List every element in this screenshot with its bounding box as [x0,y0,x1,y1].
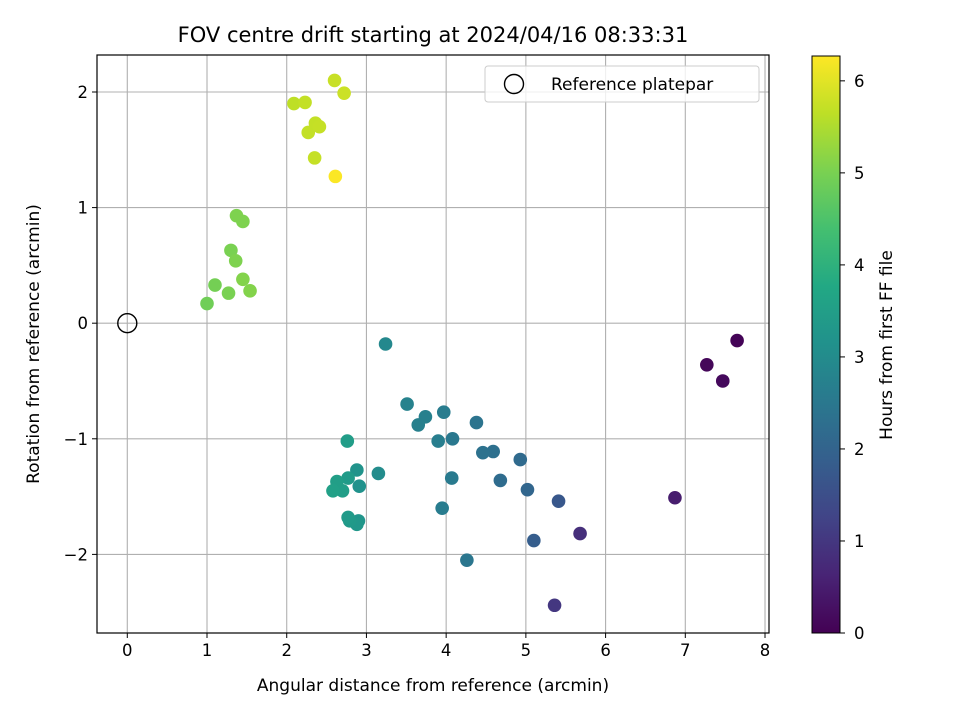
data-point-18 [435,501,449,515]
data-point-16 [444,471,459,485]
data-point-1 [700,358,714,372]
data-point-45 [287,96,301,111]
x-axis-label: Angular distance from reference (arcmin) [257,676,609,696]
legend-box [484,65,760,103]
x-tick-label-1: 1 [202,641,213,660]
data-point-39 [224,243,238,258]
y-axis-ticks: −2 −1 0 1 2 [64,83,97,564]
y-tick-label-3: 1 [78,199,89,218]
data-point-40 [228,253,243,268]
colorbar-tick-label-2: 2 [854,440,865,459]
data-point-42 [236,214,250,229]
y-tick-label-1: −1 [64,430,88,449]
data-point-26 [350,463,364,477]
legend: Reference platepar [484,65,760,103]
colorbar-tick-label-1: 1 [854,532,865,551]
data-point-19 [431,434,445,448]
x-tick-label-6: 6 [600,641,611,660]
data-point-9 [513,452,528,467]
y-tick-label-2: 0 [78,314,89,333]
data-point-38 [221,286,236,300]
data-point-49 [312,119,327,134]
data-point-7 [527,533,541,548]
data-point-12 [476,445,490,460]
colorbar-label: Hours from first FF file [877,250,897,440]
colorbar-ticks: 0 1 2 3 4 5 6 [840,72,865,643]
data-point-24 [371,466,386,481]
plot-area-frame [96,54,770,634]
grid-lines [97,55,769,633]
data-point-10 [493,473,508,488]
data-point-35 [326,484,340,498]
data-point-8 [520,482,535,497]
data-point-4 [573,526,587,541]
x-tick-label-4: 4 [441,641,452,660]
colorbar-tick-label-0: 0 [854,624,865,643]
data-point-22 [400,397,414,411]
x-tick-label-8: 8 [760,641,771,660]
data-point-46 [298,95,312,110]
x-tick-label-3: 3 [361,641,372,660]
x-tick-label-5: 5 [521,641,532,660]
y-tick-label-4: 2 [78,83,89,102]
data-point-3 [668,490,682,505]
data-point-0 [730,333,744,348]
colorbar-gradient [811,55,841,634]
scatter-points [200,73,744,613]
data-point-53 [328,169,343,184]
chart-title: FOV centre drift starting at 2024/04/16 … [178,23,689,47]
colorbar-tick-label-5: 5 [854,164,865,183]
x-tick-label-2: 2 [281,641,292,660]
x-tick-label-7: 7 [680,641,691,660]
y-axis-label: Rotation from reference (arcmin) [24,204,44,484]
data-point-11 [486,444,500,459]
data-point-13 [469,415,484,430]
data-point-52 [337,86,351,100]
data-point-23 [378,337,393,351]
x-axis-ticks: 0 1 2 3 4 5 6 7 8 [122,633,770,660]
data-point-44 [243,284,257,298]
data-point-15 [445,431,460,446]
data-point-37 [208,278,222,292]
data-point-25 [352,479,367,493]
legend-entry-reference: Reference platepar [551,75,713,95]
data-point-32 [340,434,355,448]
colorbar-tick-label-3: 3 [854,348,865,367]
y-tick-label-0: −2 [64,545,88,564]
x-tick-label-0: 0 [122,641,133,660]
data-point-14 [460,553,474,567]
colorbar: 0 1 2 3 4 5 6 Hours from first FF file [811,55,897,643]
data-point-47 [301,125,316,140]
data-point-50 [307,151,322,165]
data-point-31 [341,471,355,485]
reference-platepar-marker [117,312,138,334]
data-point-36 [200,296,214,311]
data-point-30 [341,510,355,525]
reference-marker [117,312,138,334]
legend-marker-icon [503,73,525,95]
colorbar-tick-label-6: 6 [854,72,865,91]
data-point-2 [715,374,730,388]
data-point-43 [236,272,250,287]
data-point-17 [436,405,451,420]
data-point-6 [551,494,566,509]
data-point-51 [327,73,342,88]
data-point-5 [547,598,562,613]
data-point-21 [411,418,426,432]
colorbar-tick-label-4: 4 [854,256,865,275]
